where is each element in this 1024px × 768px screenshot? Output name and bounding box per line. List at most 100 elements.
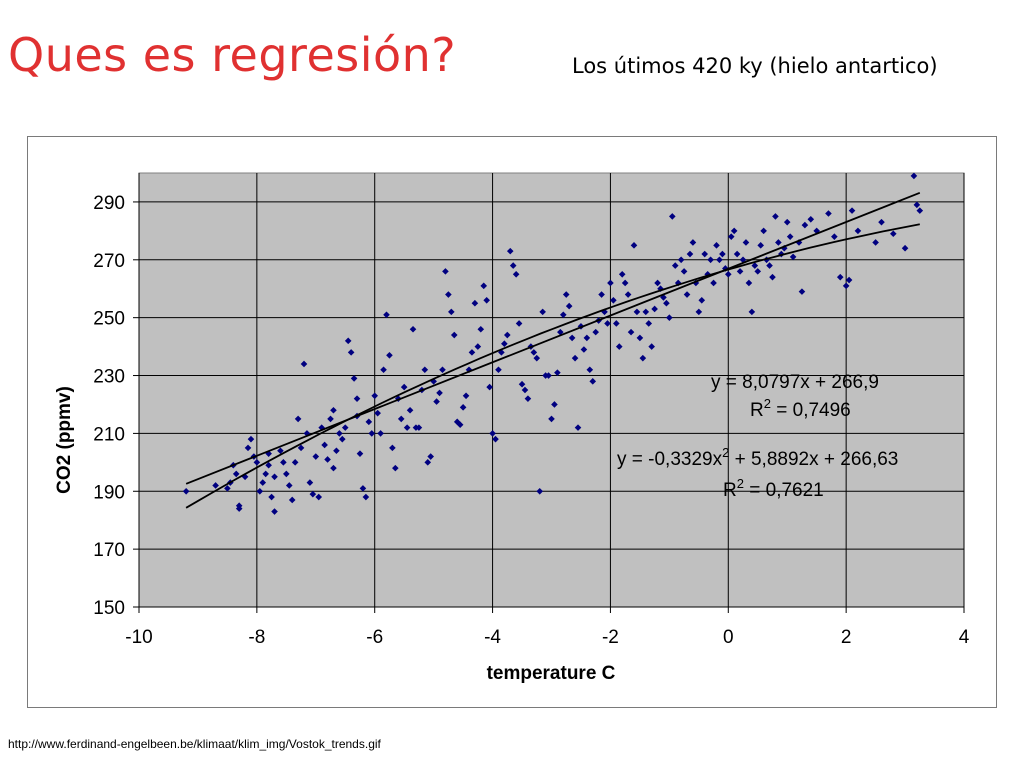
data-point <box>241 473 249 481</box>
data-point <box>303 430 311 437</box>
y-tick-label: 150 <box>93 598 125 619</box>
data-point <box>733 250 741 258</box>
data-point <box>468 349 476 356</box>
data-points <box>182 172 924 515</box>
data-point <box>795 239 803 246</box>
data-point <box>889 230 897 238</box>
data-point <box>495 366 502 374</box>
data-point <box>362 493 370 501</box>
data-point <box>618 270 626 278</box>
data-point <box>901 244 909 252</box>
data-point <box>916 207 924 214</box>
data-point <box>533 354 541 362</box>
data-point <box>848 207 856 214</box>
data-point <box>778 250 785 258</box>
data-point <box>324 456 331 463</box>
data-point <box>686 250 694 258</box>
x-axis-label: temperature C <box>487 663 616 684</box>
data-point <box>724 270 732 278</box>
data-point <box>515 320 523 327</box>
data-point <box>671 262 679 269</box>
data-point <box>613 320 620 327</box>
x-tick-label: -6 <box>366 627 383 648</box>
data-point <box>486 383 493 391</box>
data-point <box>224 485 231 492</box>
data-point <box>480 282 488 290</box>
data-point <box>277 447 284 455</box>
data-point <box>271 473 278 481</box>
data-point <box>854 227 862 235</box>
data-point <box>450 331 458 339</box>
y-tick-label: 190 <box>93 482 125 503</box>
source-link[interactable]: http://www.ferdinand-engelbeen.be/klimaa… <box>8 737 381 751</box>
data-point <box>598 291 605 298</box>
data-point <box>424 459 432 466</box>
data-point <box>701 250 709 258</box>
data-point <box>506 247 514 255</box>
data-point <box>365 418 373 426</box>
data-point <box>910 172 918 180</box>
plot-area <box>138 172 965 608</box>
data-point <box>448 308 455 316</box>
data-point <box>265 461 272 469</box>
data-point <box>636 334 644 342</box>
data-point <box>648 343 655 350</box>
data-point <box>262 470 269 478</box>
data-point <box>642 308 650 316</box>
data-point <box>633 308 641 316</box>
data-point <box>683 291 691 298</box>
data-point <box>504 331 511 339</box>
data-point <box>554 369 561 376</box>
data-point <box>397 415 405 423</box>
data-point <box>256 487 264 495</box>
data-point <box>445 291 452 298</box>
data-point <box>306 479 314 486</box>
data-point <box>283 470 290 478</box>
x-tick-label: 2 <box>841 627 852 648</box>
data-point <box>318 424 325 431</box>
data-point <box>913 201 921 209</box>
x-tick-label: 4 <box>959 627 970 648</box>
data-point <box>471 299 479 307</box>
data-point <box>710 279 717 287</box>
data-point <box>615 343 623 350</box>
data-point <box>247 435 255 443</box>
polynomial-trendline <box>185 223 920 509</box>
x-axis-ticks: -10 -8 -6 -4 -2 0 2 4 <box>125 607 970 648</box>
data-point <box>297 444 305 452</box>
data-point <box>403 424 411 431</box>
data-point <box>509 262 517 269</box>
data-point <box>312 453 320 460</box>
data-point <box>285 482 293 489</box>
data-point <box>483 297 490 304</box>
data-point <box>280 459 287 466</box>
data-point <box>695 308 703 316</box>
gridlines <box>138 173 965 608</box>
data-point <box>330 406 337 414</box>
data-point <box>333 447 340 455</box>
data-point <box>406 406 414 414</box>
data-point <box>786 233 794 240</box>
data-point <box>745 279 753 287</box>
data-point <box>571 354 579 362</box>
data-point <box>548 415 555 423</box>
data-point <box>321 441 328 449</box>
data-point <box>498 349 505 356</box>
linear-r2-label: R2 = 0,7496 <box>750 396 851 421</box>
x-tick-label: -2 <box>602 627 619 648</box>
x-tick-label: -10 <box>125 627 152 648</box>
data-point <box>536 487 544 495</box>
data-point <box>845 276 853 284</box>
data-point <box>330 464 337 472</box>
data-point <box>265 450 272 457</box>
data-point <box>651 305 658 313</box>
data-point <box>341 424 349 431</box>
data-point <box>716 256 723 264</box>
data-point <box>751 262 759 269</box>
data-point <box>586 366 594 374</box>
data-point <box>551 401 558 408</box>
data-point <box>315 493 323 501</box>
data-point <box>645 320 653 327</box>
data-point <box>339 435 346 443</box>
data-point <box>380 366 387 374</box>
